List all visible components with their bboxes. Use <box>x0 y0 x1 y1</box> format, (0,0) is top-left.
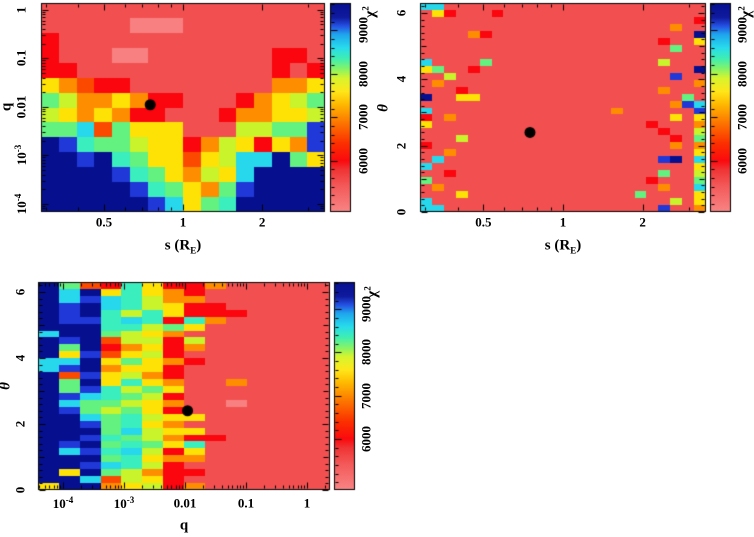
y-tick-label: 4 <box>12 354 28 362</box>
colorbar-tick-label: 9000 <box>355 17 371 44</box>
y-tick-label: 2 <box>393 142 409 149</box>
colorbar-tick-label: 6000 <box>355 147 371 174</box>
colorbar-label-chi2-panel-a: χ2 <box>360 6 379 18</box>
x-tick-label: 0.5 <box>475 214 492 230</box>
x-axis-label-s-re-panel-b: s (RE) <box>544 237 582 256</box>
y-tick-label: 2 <box>12 420 28 428</box>
y-tick-label: 10-3 <box>12 145 30 166</box>
y-tick-label: 4 <box>393 76 409 83</box>
y-tick-label: 0.01 <box>13 95 29 119</box>
x-tick-label: 0.1 <box>237 495 255 511</box>
colorbar-tick-label: 7000 <box>358 382 374 409</box>
x-axis-label-s-re-panel-a: s (RE) <box>164 237 202 256</box>
x-tick-label: 1 <box>559 214 567 230</box>
colorbar-tick-label: 8000 <box>355 60 371 87</box>
y-tick-label: 6 <box>12 288 28 296</box>
colorbar-tick-label: 8000 <box>734 60 750 87</box>
y-tick-label: 0.1 <box>13 50 29 67</box>
colorbar-tick-label: 9000 <box>358 296 374 323</box>
y-tick-label: 6 <box>393 9 409 17</box>
colorbar-tick-label: 6000 <box>734 147 750 174</box>
colorbar-tick-label: 7000 <box>355 104 371 131</box>
x-tick-label: 1 <box>303 495 311 511</box>
colorbar-tick-label: 6000 <box>358 425 374 452</box>
x-tick-label: 2 <box>639 214 646 230</box>
colorbar-tick-label: 8000 <box>358 339 374 366</box>
x-tick-label: 2 <box>258 214 266 230</box>
y-axis-label-theta-panel-b: θ <box>375 104 392 112</box>
y-tick-label: 1 <box>13 6 29 14</box>
y-tick-label: 0 <box>393 208 409 216</box>
y-tick-label: 0 <box>12 486 28 494</box>
x-tick-label: 0.5 <box>95 214 113 230</box>
colorbar-tick-label: 7000 <box>734 104 750 131</box>
y-axis-label-theta-panel-c: θ <box>0 382 14 390</box>
y-tick-label: 10-4 <box>12 193 30 215</box>
x-tick-label: 1 <box>179 214 187 230</box>
x-tick-label: 10-4 <box>52 494 74 512</box>
colorbar-tick-label: 9000 <box>734 17 750 44</box>
y-axis-label-q-panel-a: q <box>0 102 15 112</box>
x-tick-label: 0.01 <box>173 495 197 511</box>
x-axis-label-q-panel-c: q <box>179 517 189 534</box>
x-tick-label: 10-3 <box>113 494 135 512</box>
colorbar-label-chi2-panel-b: χ2 <box>736 6 754 18</box>
